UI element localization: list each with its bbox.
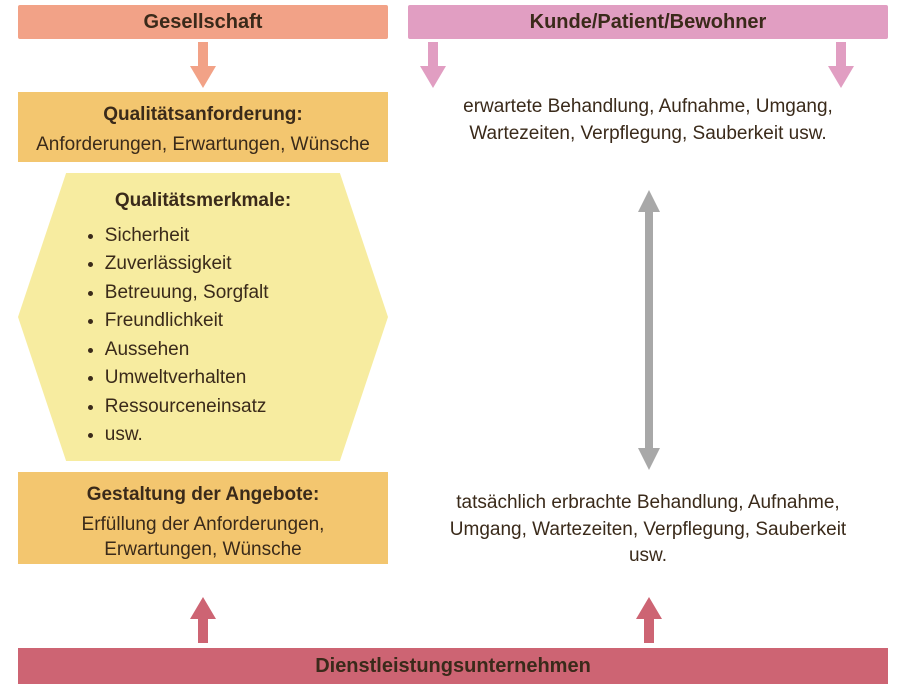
- box-anforderung: Qualitätsanforderung: Anforderungen, Erw…: [18, 92, 388, 162]
- gestaltung-body: Erfüllung der Anforderungen, Erwartungen…: [82, 514, 325, 561]
- merkmale-title: Qualitätsmerkmale:: [38, 187, 368, 216]
- header-kunde-label: Kunde/Patient/Bewohner: [530, 11, 767, 34]
- footer-label: Dienstleistungsunternehmen: [315, 655, 591, 678]
- header-gesellschaft: Gesellschaft: [18, 5, 388, 39]
- text-erwartet: erwartete Behandlung, Aufnahme, Umgang, …: [430, 94, 866, 178]
- merkmale-item: Zuverlässigkeit: [105, 250, 368, 279]
- text-tatsaechlich: tatsächlich erbrachte Behandlung, Aufnah…: [430, 490, 866, 574]
- merkmale-item: Aussehen: [105, 336, 368, 365]
- header-gesellschaft-label: Gesellschaft: [144, 11, 263, 34]
- tatsaechlich-body: tatsächlich erbrachte Behandlung, Aufnah…: [450, 492, 846, 566]
- erwartet-body: erwartete Behandlung, Aufnahme, Umgang, …: [463, 96, 833, 144]
- merkmale-list: SicherheitZuverlässigkeitBetreuung, Sorg…: [82, 222, 368, 450]
- merkmale-item: usw.: [105, 421, 368, 450]
- arrow-up-footer-right: [636, 597, 662, 643]
- gestaltung-title: Gestaltung der Angebote:: [30, 482, 376, 508]
- arrow-down-kunde-left: [420, 42, 446, 88]
- merkmale-item: Freundlichkeit: [105, 307, 368, 336]
- anforderung-title: Qualitätsanforderung:: [30, 102, 376, 128]
- arrow-double-vertical: [638, 190, 660, 470]
- merkmale-item: Sicherheit: [105, 222, 368, 251]
- arrow-down-gesellschaft: [190, 42, 216, 88]
- merkmale-item: Betreuung, Sorgfalt: [105, 279, 368, 308]
- arrow-down-kunde-right: [828, 42, 854, 88]
- header-kunde: Kunde/Patient/Bewohner: [408, 5, 888, 39]
- arrow-up-footer-left: [190, 597, 216, 643]
- footer-dienstleistung: Dienstleistungsunternehmen: [18, 648, 888, 684]
- anforderung-body: Anforderungen, Erwartungen, Wünsche: [36, 134, 370, 155]
- box-gestaltung: Gestaltung der Angebote: Erfüllung der A…: [18, 472, 388, 564]
- box-merkmale: Qualitätsmerkmale: SicherheitZuverlässig…: [18, 173, 388, 461]
- merkmale-item: Umweltverhalten: [105, 364, 368, 393]
- merkmale-item: Ressourceneinsatz: [105, 393, 368, 422]
